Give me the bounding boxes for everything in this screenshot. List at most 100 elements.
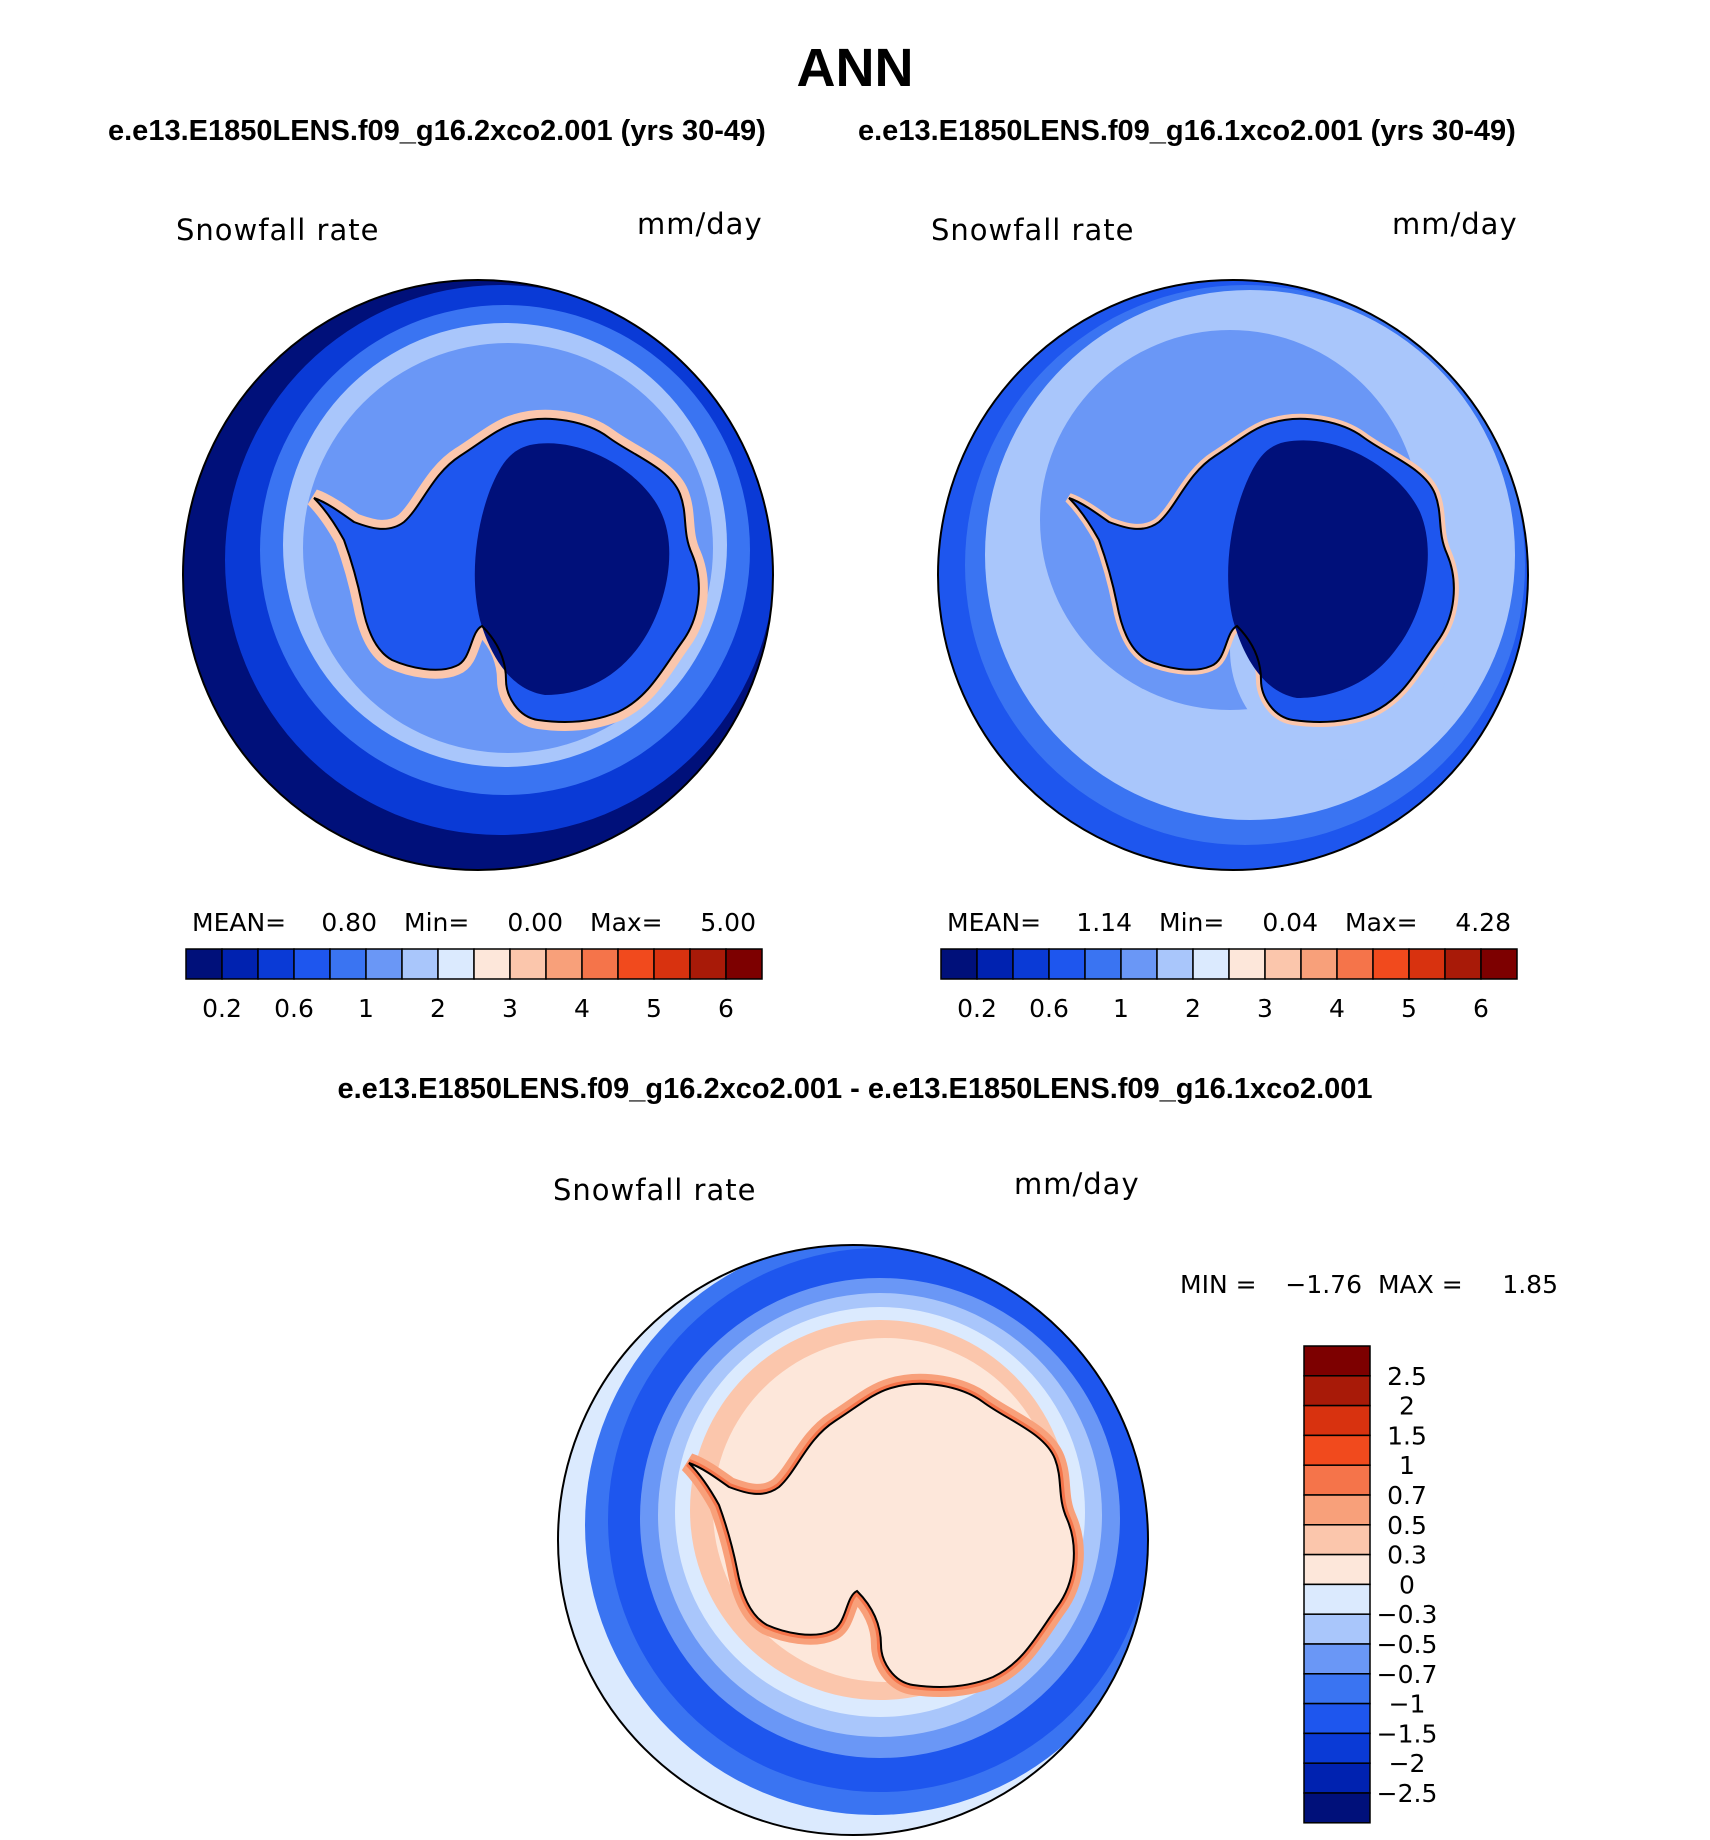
colorbar-diff-swatch <box>1303 1345 1371 1377</box>
colorbar-diff-swatch <box>1303 1434 1371 1466</box>
units-label-left: mm/day <box>637 207 763 241</box>
colorbar-diff-swatch <box>1303 1553 1371 1586</box>
colorbar-left-swatch <box>689 948 727 980</box>
figure-title: ANN <box>797 38 914 98</box>
panel-diff: Snowfall rate mm/day MIN = −1.76 MAX = 1… <box>553 1167 1558 1836</box>
colorbar-right-swatch <box>1408 948 1446 980</box>
colorbar-diff-swatch <box>1303 1732 1371 1764</box>
colorbar-diff-swatch <box>1303 1583 1371 1615</box>
colorbar-right: 0.2 0.6 1 2 3 4 5 6 <box>940 948 1518 1023</box>
variable-label-right: Snowfall rate <box>931 213 1134 247</box>
colorbar-left-swatch <box>509 948 547 980</box>
colorbar-left-tick-label: 2 <box>430 994 446 1023</box>
max-value-left: 5.00 <box>700 908 756 937</box>
colorbar-diff-swatch <box>1303 1792 1371 1824</box>
panel-right: Snowfall rate mm/day MEAN= 1.14 Min= 0.0… <box>931 207 1529 1023</box>
colorbar-diff-tick-label: −1 <box>1389 1690 1426 1719</box>
colorbar-diff-swatch <box>1303 1613 1371 1645</box>
colorbar-left-tick-label: 0.6 <box>274 994 314 1023</box>
max-value-right: 4.28 <box>1455 908 1511 937</box>
colorbar-diff-tick-label: −1.5 <box>1377 1719 1438 1748</box>
colorbar-right-tick-label: 5 <box>1401 994 1417 1023</box>
mean-label-left: MEAN= <box>192 908 286 937</box>
colorbar-right-swatch <box>1048 948 1086 980</box>
colorbar-right-tick-label: 3 <box>1257 994 1273 1023</box>
colorbar-diff-tick-label: 1 <box>1399 1451 1415 1480</box>
units-label-right: mm/day <box>1392 207 1518 241</box>
colorbar-left-swatch <box>257 948 295 980</box>
colorbar-right-tick-label: 0.6 <box>1029 994 1069 1023</box>
colorbar-diff-swatch <box>1303 1673 1371 1705</box>
colorbar-right-swatch <box>1372 948 1410 980</box>
colorbar-diff-tick-label: 0 <box>1399 1570 1415 1599</box>
colorbar-left-tick-label: 3 <box>502 994 518 1023</box>
colorbar-diff-swatch <box>1303 1702 1371 1735</box>
colorbar-diff-swatch <box>1303 1375 1371 1407</box>
max-label-left: Max= <box>590 908 663 937</box>
min-label-right: Min= <box>1159 908 1224 937</box>
colorbar-left-swatch <box>185 948 223 980</box>
colorbar-left-swatch <box>401 948 439 980</box>
colorbar-diff-swatch <box>1303 1464 1371 1496</box>
colorbar-diff-tick-label: 0.5 <box>1387 1511 1427 1540</box>
colorbar-diff-tick-label: −0.7 <box>1377 1660 1438 1689</box>
colorbar-left-swatch <box>725 948 763 980</box>
diff-title: e.e13.E1850LENS.f09_g16.2xco2.001 - e.e1… <box>337 1073 1372 1105</box>
colorbar-right-swatch <box>1300 948 1338 980</box>
max-label-right: Max= <box>1345 908 1418 937</box>
colorbar-right-swatch <box>1444 948 1482 980</box>
max-value-diff: 1.85 <box>1502 1270 1558 1299</box>
min-value-diff: −1.76 <box>1285 1270 1362 1299</box>
colorbar-diff: 2.521.510.70.50.30−0.3−0.5−0.7−1−1.5−2−2… <box>1303 1345 1438 1824</box>
colorbar-diff-swatch <box>1303 1762 1371 1794</box>
colorbar-left-swatch <box>617 948 655 980</box>
colorbar-right-swatch <box>1084 948 1122 980</box>
mean-value-right: 1.14 <box>1076 908 1132 937</box>
colorbar-diff-tick-label: 0.3 <box>1387 1541 1427 1570</box>
colorbar-diff-swatch <box>1303 1494 1371 1526</box>
units-label-diff: mm/day <box>1014 1167 1140 1201</box>
min-value-right: 0.04 <box>1262 908 1318 937</box>
colorbar-diff-tick-label: −2.5 <box>1377 1779 1438 1808</box>
colorbar-diff-tick-label: −2 <box>1389 1749 1426 1778</box>
colorbar-left-swatch <box>437 948 475 980</box>
colorbar-left-swatch <box>473 948 511 980</box>
colorbar-diff-tick-label: −0.3 <box>1377 1600 1438 1629</box>
colorbar-right-tick-label: 4 <box>1329 994 1345 1023</box>
colorbar-right-tick-label: 6 <box>1473 994 1489 1023</box>
min-value-left: 0.00 <box>507 908 563 937</box>
colorbar-diff-tick-label: 0.7 <box>1387 1481 1427 1510</box>
colorbar-left-tick-label: 0.2 <box>202 994 242 1023</box>
min-label-left: Min= <box>404 908 469 937</box>
colorbar-right-swatch <box>976 948 1014 980</box>
variable-label-left: Snowfall rate <box>176 213 379 247</box>
colorbar-right-swatch <box>1120 948 1158 980</box>
colorbar-left-tick-label: 6 <box>718 994 734 1023</box>
polar-map-diff <box>558 1245 1148 1835</box>
colorbar-left-tick-label: 5 <box>646 994 662 1023</box>
colorbar-left-swatch <box>221 948 259 980</box>
subtitle-left: e.e13.E1850LENS.f09_g16.2xco2.001 (yrs 3… <box>108 115 766 147</box>
colorbar-diff-tick-label: 1.5 <box>1387 1421 1427 1450</box>
colorbar-left-tick-label: 4 <box>574 994 590 1023</box>
subtitle-right: e.e13.E1850LENS.f09_g16.1xco2.001 (yrs 3… <box>858 115 1516 147</box>
colorbar-left-swatch <box>653 948 691 980</box>
colorbar-right-tick-label: 1 <box>1113 994 1129 1023</box>
colorbar-left-swatch <box>581 948 619 980</box>
colorbar-left-swatch <box>545 948 583 980</box>
colorbar-right-tick-label: 0.2 <box>957 994 997 1023</box>
colorbar-right-swatch <box>1264 948 1302 980</box>
variable-label-diff: Snowfall rate <box>553 1173 756 1207</box>
colorbar-left-swatch <box>293 948 331 980</box>
colorbar-right-swatch <box>1192 948 1230 980</box>
polar-map-left <box>183 280 773 870</box>
colorbar-right-swatch <box>1228 948 1266 980</box>
colorbar-diff-swatch <box>1303 1643 1371 1675</box>
max-label-diff: MAX = <box>1378 1270 1463 1299</box>
colorbar-right-swatch <box>1012 948 1050 980</box>
colorbar-diff-tick-label: −0.5 <box>1377 1630 1438 1659</box>
colorbar-right-swatch <box>1480 948 1518 980</box>
colorbar-diff-tick-label: 2 <box>1399 1392 1415 1421</box>
colorbar-left-swatch <box>329 948 367 980</box>
colorbar-diff-swatch <box>1303 1524 1371 1556</box>
